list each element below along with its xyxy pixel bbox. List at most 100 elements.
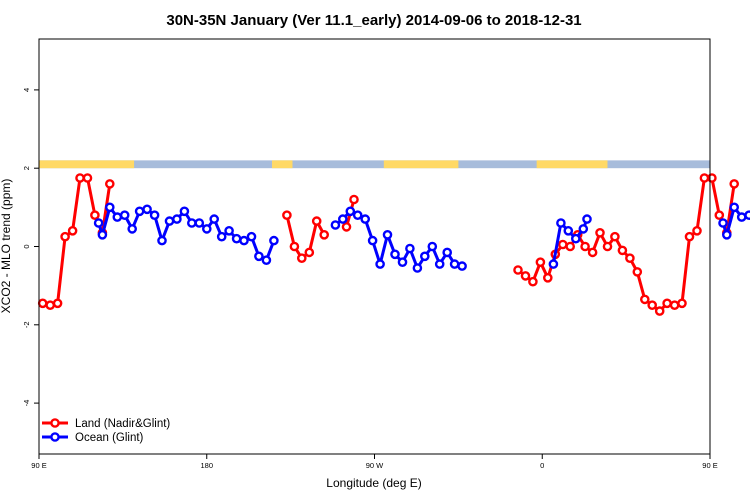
data-point <box>640 294 650 305</box>
data-point <box>647 300 658 311</box>
data-point <box>224 225 234 236</box>
data-point <box>558 239 568 250</box>
data-point <box>419 251 430 262</box>
legend-marker <box>50 432 60 442</box>
data-point <box>164 216 175 226</box>
data-point <box>662 298 672 309</box>
data-point <box>513 265 523 275</box>
data-point <box>677 298 687 309</box>
x-tick-label: 90 W <box>366 461 384 470</box>
data-point <box>231 233 242 244</box>
data-point <box>571 233 581 244</box>
y-axis-label: XCO2 - MLO trend (ppm) <box>0 179 13 314</box>
data-point <box>341 222 352 232</box>
data-point <box>179 206 190 217</box>
data-point <box>729 179 740 189</box>
data-point <box>699 173 710 183</box>
data-point <box>736 212 747 222</box>
data-point <box>304 247 315 258</box>
data-point <box>105 179 115 189</box>
data-point <box>578 224 589 234</box>
series-0 <box>37 173 740 316</box>
data-point <box>239 235 249 246</box>
x-axis: 90 E 180 90 W 0 90 E <box>31 454 718 470</box>
data-point <box>67 225 78 236</box>
data-point <box>565 241 576 252</box>
x-tick-label: 90 E <box>702 461 717 470</box>
band-land-span <box>536 160 608 169</box>
chart-title: 30N-35N January (Ver 11.1_early) 2014-09… <box>166 12 581 29</box>
data-point <box>352 210 363 220</box>
data-point <box>127 224 137 234</box>
x-tick-label: 90 E <box>31 461 46 470</box>
data-point <box>216 231 227 242</box>
data-point <box>692 225 702 236</box>
data-point <box>556 218 566 228</box>
data-point <box>337 214 348 224</box>
data-point <box>714 210 725 220</box>
data-point <box>563 225 574 236</box>
data-point <box>684 231 695 242</box>
data-point <box>93 218 104 228</box>
data-point <box>582 214 592 224</box>
data-point <box>412 263 423 273</box>
y-axis: -4 -2 0 2 4 <box>22 88 39 407</box>
legend: Land (Nadir&Glint) Ocean (Glint) <box>42 418 170 444</box>
data-point <box>269 235 279 246</box>
data-point <box>390 249 400 260</box>
data-point <box>669 300 680 311</box>
x-tick-label: 180 <box>200 461 213 470</box>
data-point <box>397 257 408 268</box>
data-point <box>209 214 219 224</box>
data-point <box>457 261 467 271</box>
data-point <box>246 231 257 242</box>
y-tick-label: -2 <box>22 321 31 328</box>
data-point <box>548 259 559 269</box>
data-point <box>442 247 453 258</box>
x-tick-label: 0 <box>540 461 544 470</box>
data-point <box>82 173 93 183</box>
data-point <box>105 202 115 213</box>
legend-item: Ocean (Glint) <box>42 432 144 444</box>
data-point <box>311 216 322 226</box>
data-point <box>535 257 546 268</box>
legend-label: Ocean (Glint) <box>75 432 144 444</box>
data-point <box>360 214 371 224</box>
data-point <box>149 210 160 220</box>
y-tick-label: 0 <box>22 244 31 248</box>
data-point <box>528 276 538 287</box>
series-line <box>721 205 750 237</box>
band-land-span <box>271 160 293 169</box>
data-point <box>427 241 438 252</box>
data-point <box>654 306 665 316</box>
band-land-span <box>383 160 459 169</box>
data-point <box>319 229 330 240</box>
data-point <box>405 243 415 254</box>
legend-marker <box>50 418 60 428</box>
series-line <box>517 176 736 313</box>
data-point <box>382 229 393 240</box>
data-point <box>625 253 635 264</box>
data-point <box>97 229 108 240</box>
data-point <box>45 300 56 311</box>
data-point <box>186 218 197 228</box>
data-point <box>434 259 445 269</box>
data-point <box>282 210 292 220</box>
data-point <box>90 210 100 220</box>
data-point <box>543 272 553 283</box>
y-tick-label: 4 <box>22 88 31 92</box>
data-point <box>254 251 264 262</box>
data-point <box>617 245 628 256</box>
data-point <box>602 241 613 252</box>
y-tick-label: -4 <box>22 400 31 407</box>
data-point <box>580 241 590 252</box>
data-point <box>289 241 300 252</box>
data-point <box>587 247 598 258</box>
data-point <box>449 259 460 269</box>
data-point <box>722 229 732 240</box>
data-point <box>707 173 717 183</box>
series-line <box>42 176 112 307</box>
data-point <box>60 231 70 242</box>
data-point <box>349 194 359 205</box>
